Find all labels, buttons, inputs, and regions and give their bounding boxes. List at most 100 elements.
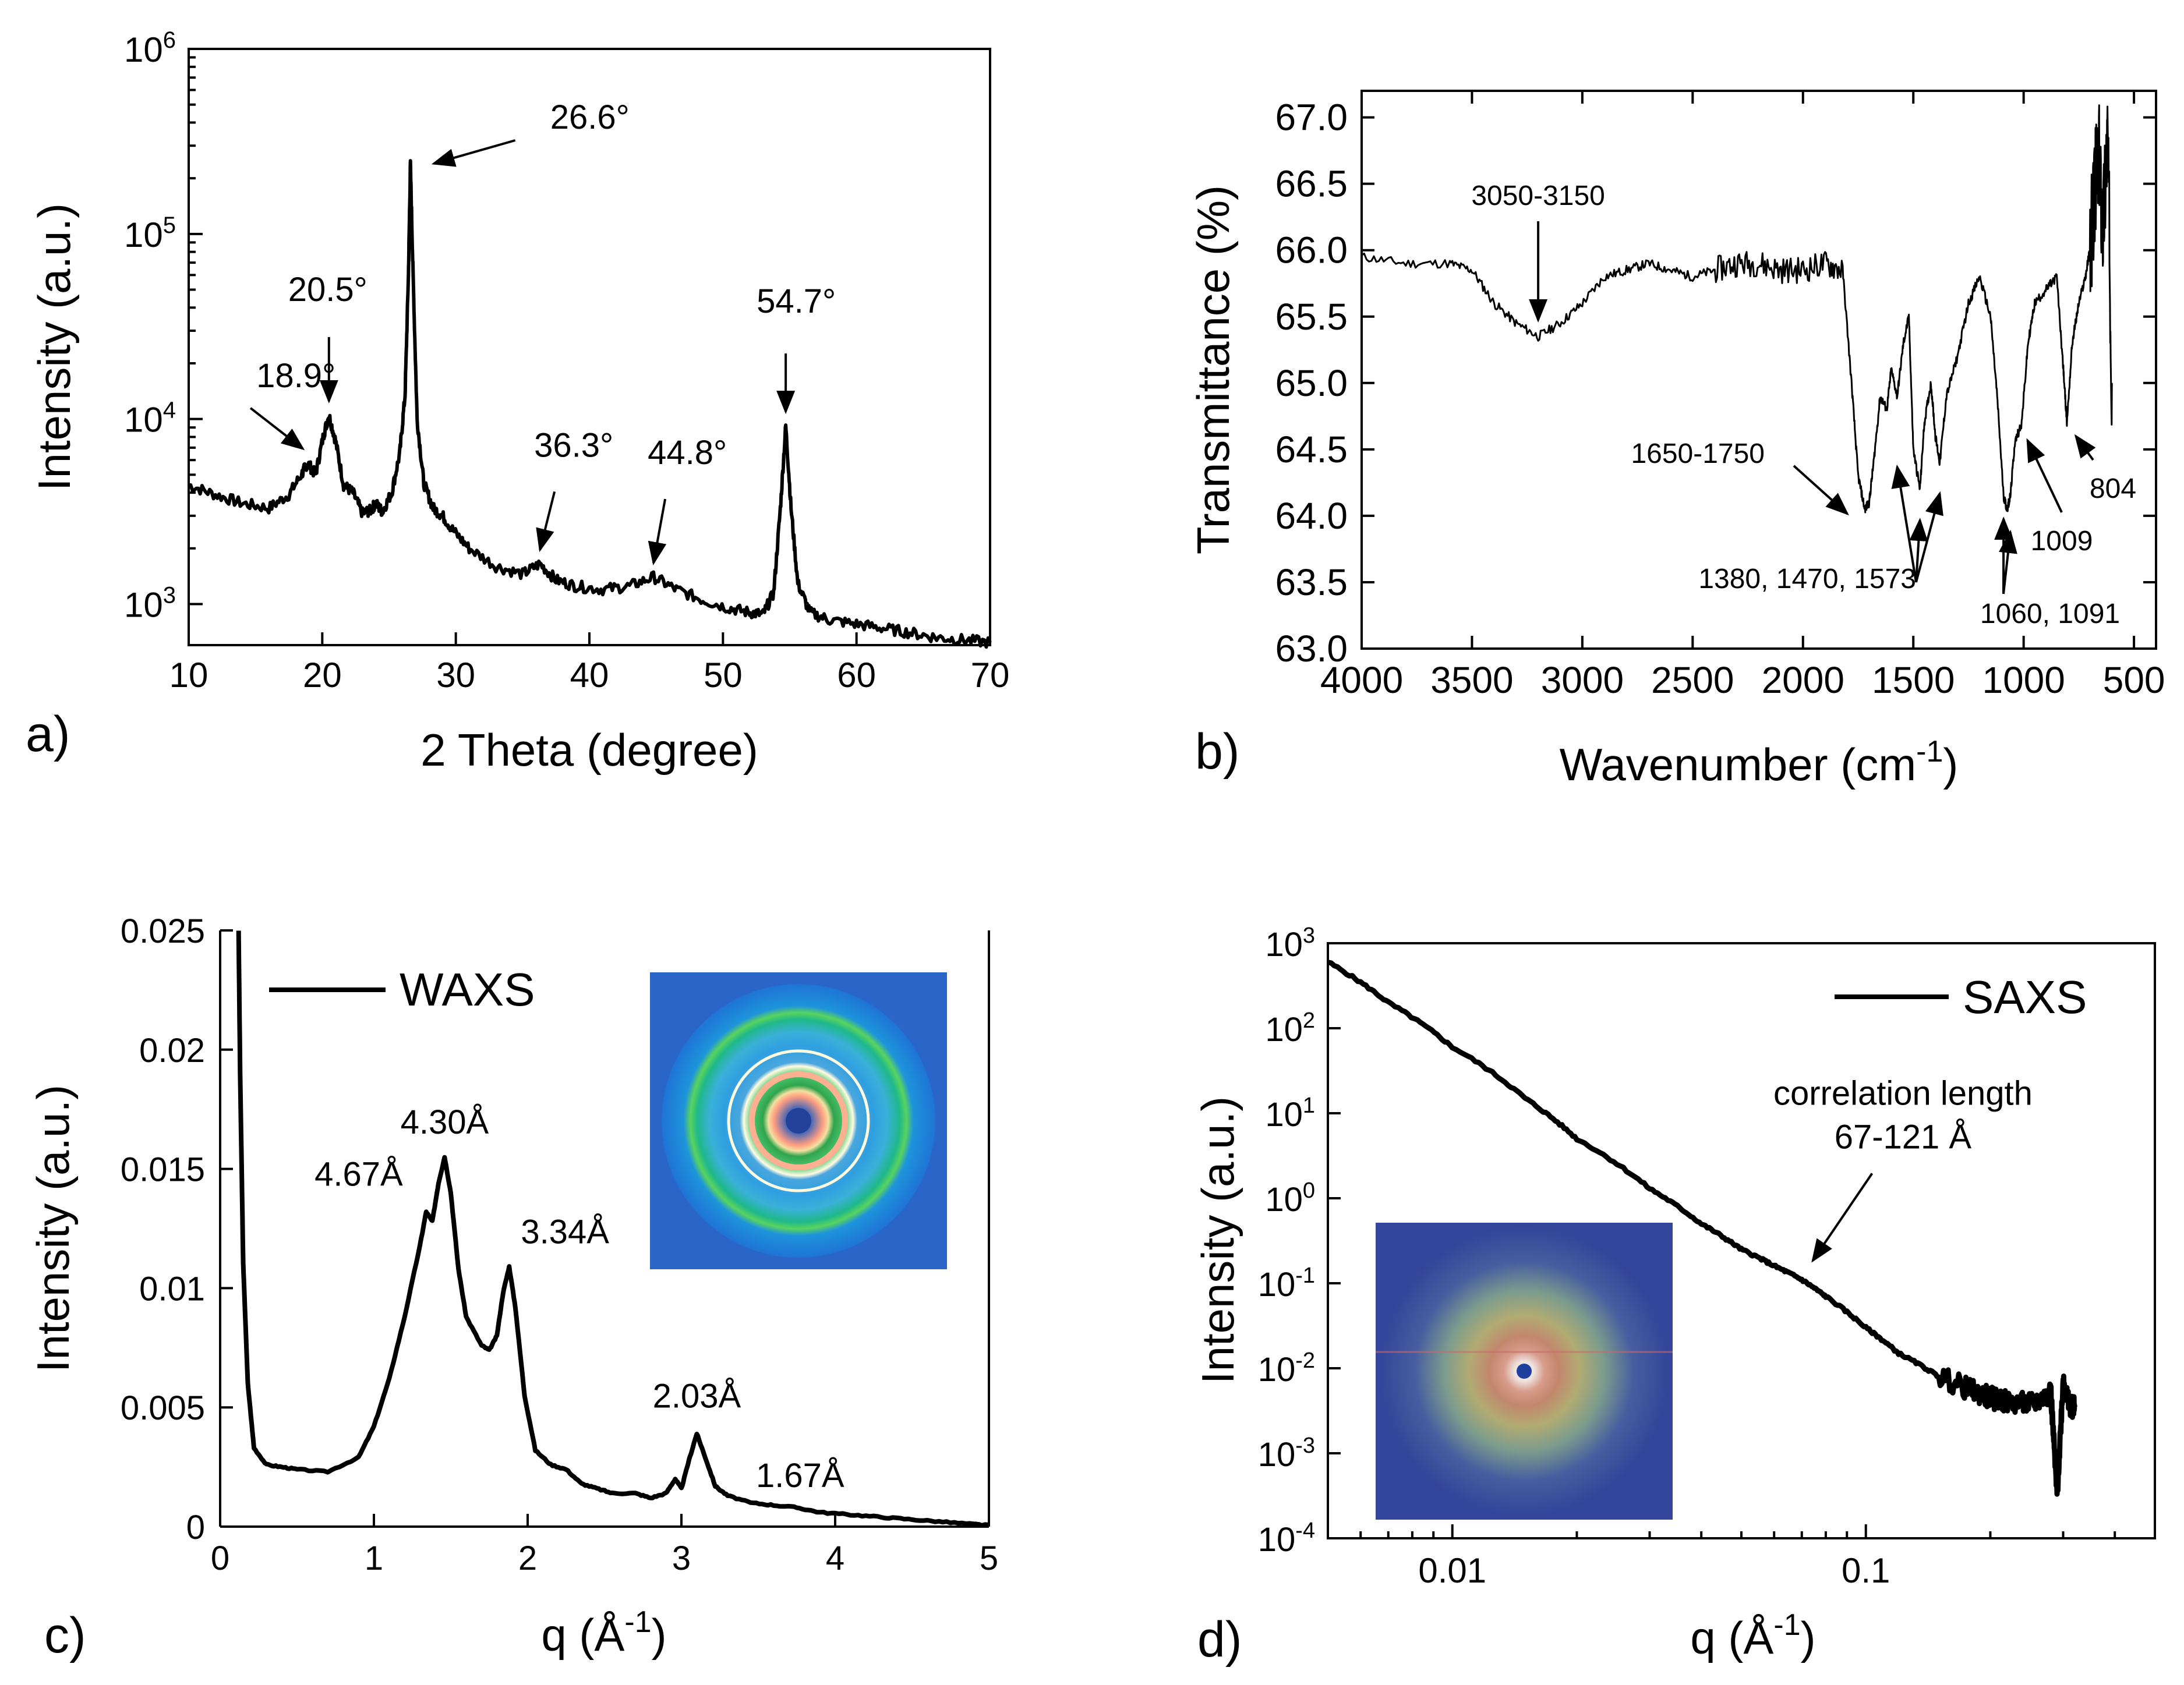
panel-c-label: c)	[44, 1608, 86, 1663]
panel-a: 10 20 30 40 50 60 70 103 104 105 106 18.9° 20.5° 26…	[26, 27, 1009, 776]
panel-a-annotation-arrow	[648, 498, 667, 565]
panel-a-annotation-arrow	[249, 407, 305, 451]
panel-c-x-tick-label: 2	[518, 1539, 537, 1577]
panel-d-y-tick-label: 10-3	[1258, 1433, 1315, 1474]
panel-c-x-tick-label: 0	[211, 1539, 229, 1577]
panel-d-y-axis-label: Intensity (a.u.)	[1192, 1096, 1243, 1384]
panel-a-x-ticks: 10 20 30 40 50 60 70	[169, 632, 1010, 695]
panel-c-y-axis-label: Intensity (a.u.)	[27, 1085, 79, 1372]
panel-b-y-tick-label: 65.5	[1275, 296, 1348, 338]
panel-d-saxs-curve	[1327, 960, 2077, 1497]
panel-b-annotation-arrow	[1915, 491, 1943, 583]
panel-a-x-tick-label: 40	[570, 656, 609, 695]
panel-d-annotation-label-2: 67-121 Å	[1835, 1118, 1972, 1156]
panel-b-annotation-arrow	[2026, 438, 2063, 513]
panel-a-x-tick-label: 10	[169, 656, 208, 695]
panel-b-x-tick-label: 2500	[1651, 659, 1734, 701]
panel-c-annotations: 4.30Å 4.67Å 3.34Å 2.03Å 1.67Å	[314, 1103, 844, 1495]
panel-b-x-tick-label: 1000	[1982, 659, 2065, 701]
panel-a-xrd-curve	[188, 159, 992, 649]
panel-d-y-tick-label: 10-1	[1258, 1263, 1315, 1304]
panel-d-y-ticks: 10-4 10-3 10-2 10-1 100 101 102 103	[1258, 923, 1341, 1559]
panel-c-waxs-curve	[236, 930, 990, 1528]
panel-b-y-tick-label: 66.0	[1275, 229, 1348, 271]
panel-b-label: b)	[1195, 724, 1239, 780]
panel-a-x-tick-label: 70	[971, 656, 1010, 695]
panel-c-axes	[219, 930, 990, 1528]
panel-d: 0.01 0.1 10-4 10-3 10-2 10-1 100 101 102 103 SAX…	[1192, 923, 2156, 1668]
panel-d-x-axis-label: q (Å-1)	[1690, 1608, 1815, 1663]
panel-c-x-tick-label: 3	[672, 1539, 691, 1577]
panel-c-y-tick-label: 0.025	[121, 912, 205, 950]
panel-c-legend-label: WAXS	[400, 964, 535, 1015]
panel-c-x-ticks: 0 1 2 3 4 5	[211, 1514, 998, 1577]
panel-a-x-axis-label: 2 Theta (degree)	[420, 724, 758, 776]
panel-b-x-tick-label: 2000	[1762, 659, 1844, 701]
panel-c-legend: WAXS	[269, 964, 535, 1015]
panel-a-label: a)	[26, 706, 70, 762]
panel-c-x-tick-label: 5	[980, 1539, 998, 1577]
panel-d-y-tick-label: 10-2	[1258, 1348, 1315, 1389]
panel-d-annotation-arrow	[1811, 1173, 1874, 1263]
panel-b-annotation-arrow	[1999, 529, 2017, 594]
panel-b-annotation-label: 1060, 1091	[1980, 599, 2120, 629]
panel-a-y-tick-label: 106	[124, 27, 176, 69]
panel-b-y-tick-label: 65.0	[1275, 362, 1348, 404]
panel-b-x-tick-label: 1500	[1872, 659, 1955, 701]
panel-c-waxs-detector-image	[650, 972, 947, 1269]
panel-b-y-axis-label: Transmittance (%)	[1188, 185, 1239, 554]
panel-d-x-ticks: 0.01 0.1	[1327, 1524, 2116, 1590]
panel-b-y-tick-label: 64.5	[1275, 429, 1348, 470]
panel-a-annotation-label: 26.6°	[550, 98, 630, 136]
panel-d-x-tick-label: 0.1	[1842, 1551, 1890, 1590]
panel-c-annotation-label: 4.30Å	[401, 1103, 489, 1141]
panel-c-annotation-label: 3.34Å	[521, 1213, 609, 1251]
panel-b-annotation-label: 1009	[2031, 526, 2093, 557]
panel-b-y-tick-label: 66.5	[1275, 163, 1348, 205]
panel-b-annotation-label: 804	[2090, 473, 2136, 504]
panel-c-x-tick-label: 4	[826, 1539, 844, 1577]
panel-d-y-tick-label: 101	[1265, 1093, 1315, 1134]
panel-b-y-tick-label: 64.0	[1275, 495, 1348, 537]
panel-d-label: d)	[1197, 1612, 1242, 1668]
panel-d-y-tick-label: 103	[1265, 923, 1315, 964]
panel-b-plot-frame	[1360, 90, 2157, 650]
panel-b-annotation-arrow	[2074, 434, 2096, 461]
panel-a-y-axis-label: Intensity (a.u.)	[29, 203, 80, 491]
panel-a-annotation-label: 54.7°	[757, 282, 836, 320]
panel-a-plot-frame	[188, 48, 991, 646]
panel-d-y-tick-label: 100	[1265, 1178, 1315, 1219]
panel-a-x-tick-label: 60	[837, 656, 876, 695]
panel-b: 4000 3500 3000 2500 2000 1500 1000 500 63.0 63.5…	[1188, 90, 2165, 790]
panel-b-y-tick-label: 63.5	[1275, 561, 1348, 603]
panel-c-y-ticks: 0 0.005 0.01 0.015 0.02 0.025	[121, 912, 233, 1546]
panel-a-annotation-label: 20.5°	[288, 271, 367, 309]
panel-d-y-tick-label: 10-4	[1258, 1518, 1315, 1559]
panel-c-x-tick-label: 1	[365, 1539, 383, 1577]
panel-b-annotation-label: 1650-1750	[1631, 438, 1765, 469]
panel-a-annotation-label: 18.9°	[256, 357, 335, 395]
panel-d-annotations: correlation length 67-121 Å	[1773, 1074, 2033, 1263]
panel-b-annotation-arrow	[1909, 518, 1928, 583]
panel-a-y-tick-label: 103	[124, 582, 176, 624]
panel-c-y-tick-label: 0.02	[139, 1032, 205, 1070]
panel-a-annotations: 18.9° 20.5° 26.6° 36.3° 44.8° 54.7°	[249, 98, 836, 565]
panel-a-x-tick-label: 20	[303, 656, 342, 695]
panel-b-x-tick-label: 3500	[1430, 659, 1513, 701]
panel-b-annotation-arrow	[1891, 464, 1917, 583]
panel-b-y-ticks: 63.0 63.5 64.0 64.5 65.0 65.5 66.0 66.5 67.0	[1275, 97, 2156, 670]
panel-d-x-tick-label: 0.01	[1418, 1551, 1486, 1590]
panel-d-legend-label: SAXS	[1963, 971, 2087, 1023]
panel-d-saxs-detector-image	[1376, 1223, 1673, 1520]
panel-c-annotation-label: 4.67Å	[314, 1155, 403, 1193]
panel-c-y-tick-label: 0	[186, 1509, 205, 1546]
panel-c-annotation-label: 2.03Å	[653, 1377, 741, 1415]
panel-a-x-tick-label: 50	[704, 656, 743, 695]
panel-a-annotation-arrow	[536, 491, 556, 553]
panel-a-annotation-label: 44.8°	[648, 434, 727, 472]
panel-b-y-tick-label: 63.0	[1275, 628, 1348, 670]
panel-a-y-ticks: 103 104 105 106	[124, 27, 203, 624]
panel-b-y-tick-label: 67.0	[1275, 97, 1348, 139]
panel-c-y-tick-label: 0.015	[121, 1151, 205, 1189]
